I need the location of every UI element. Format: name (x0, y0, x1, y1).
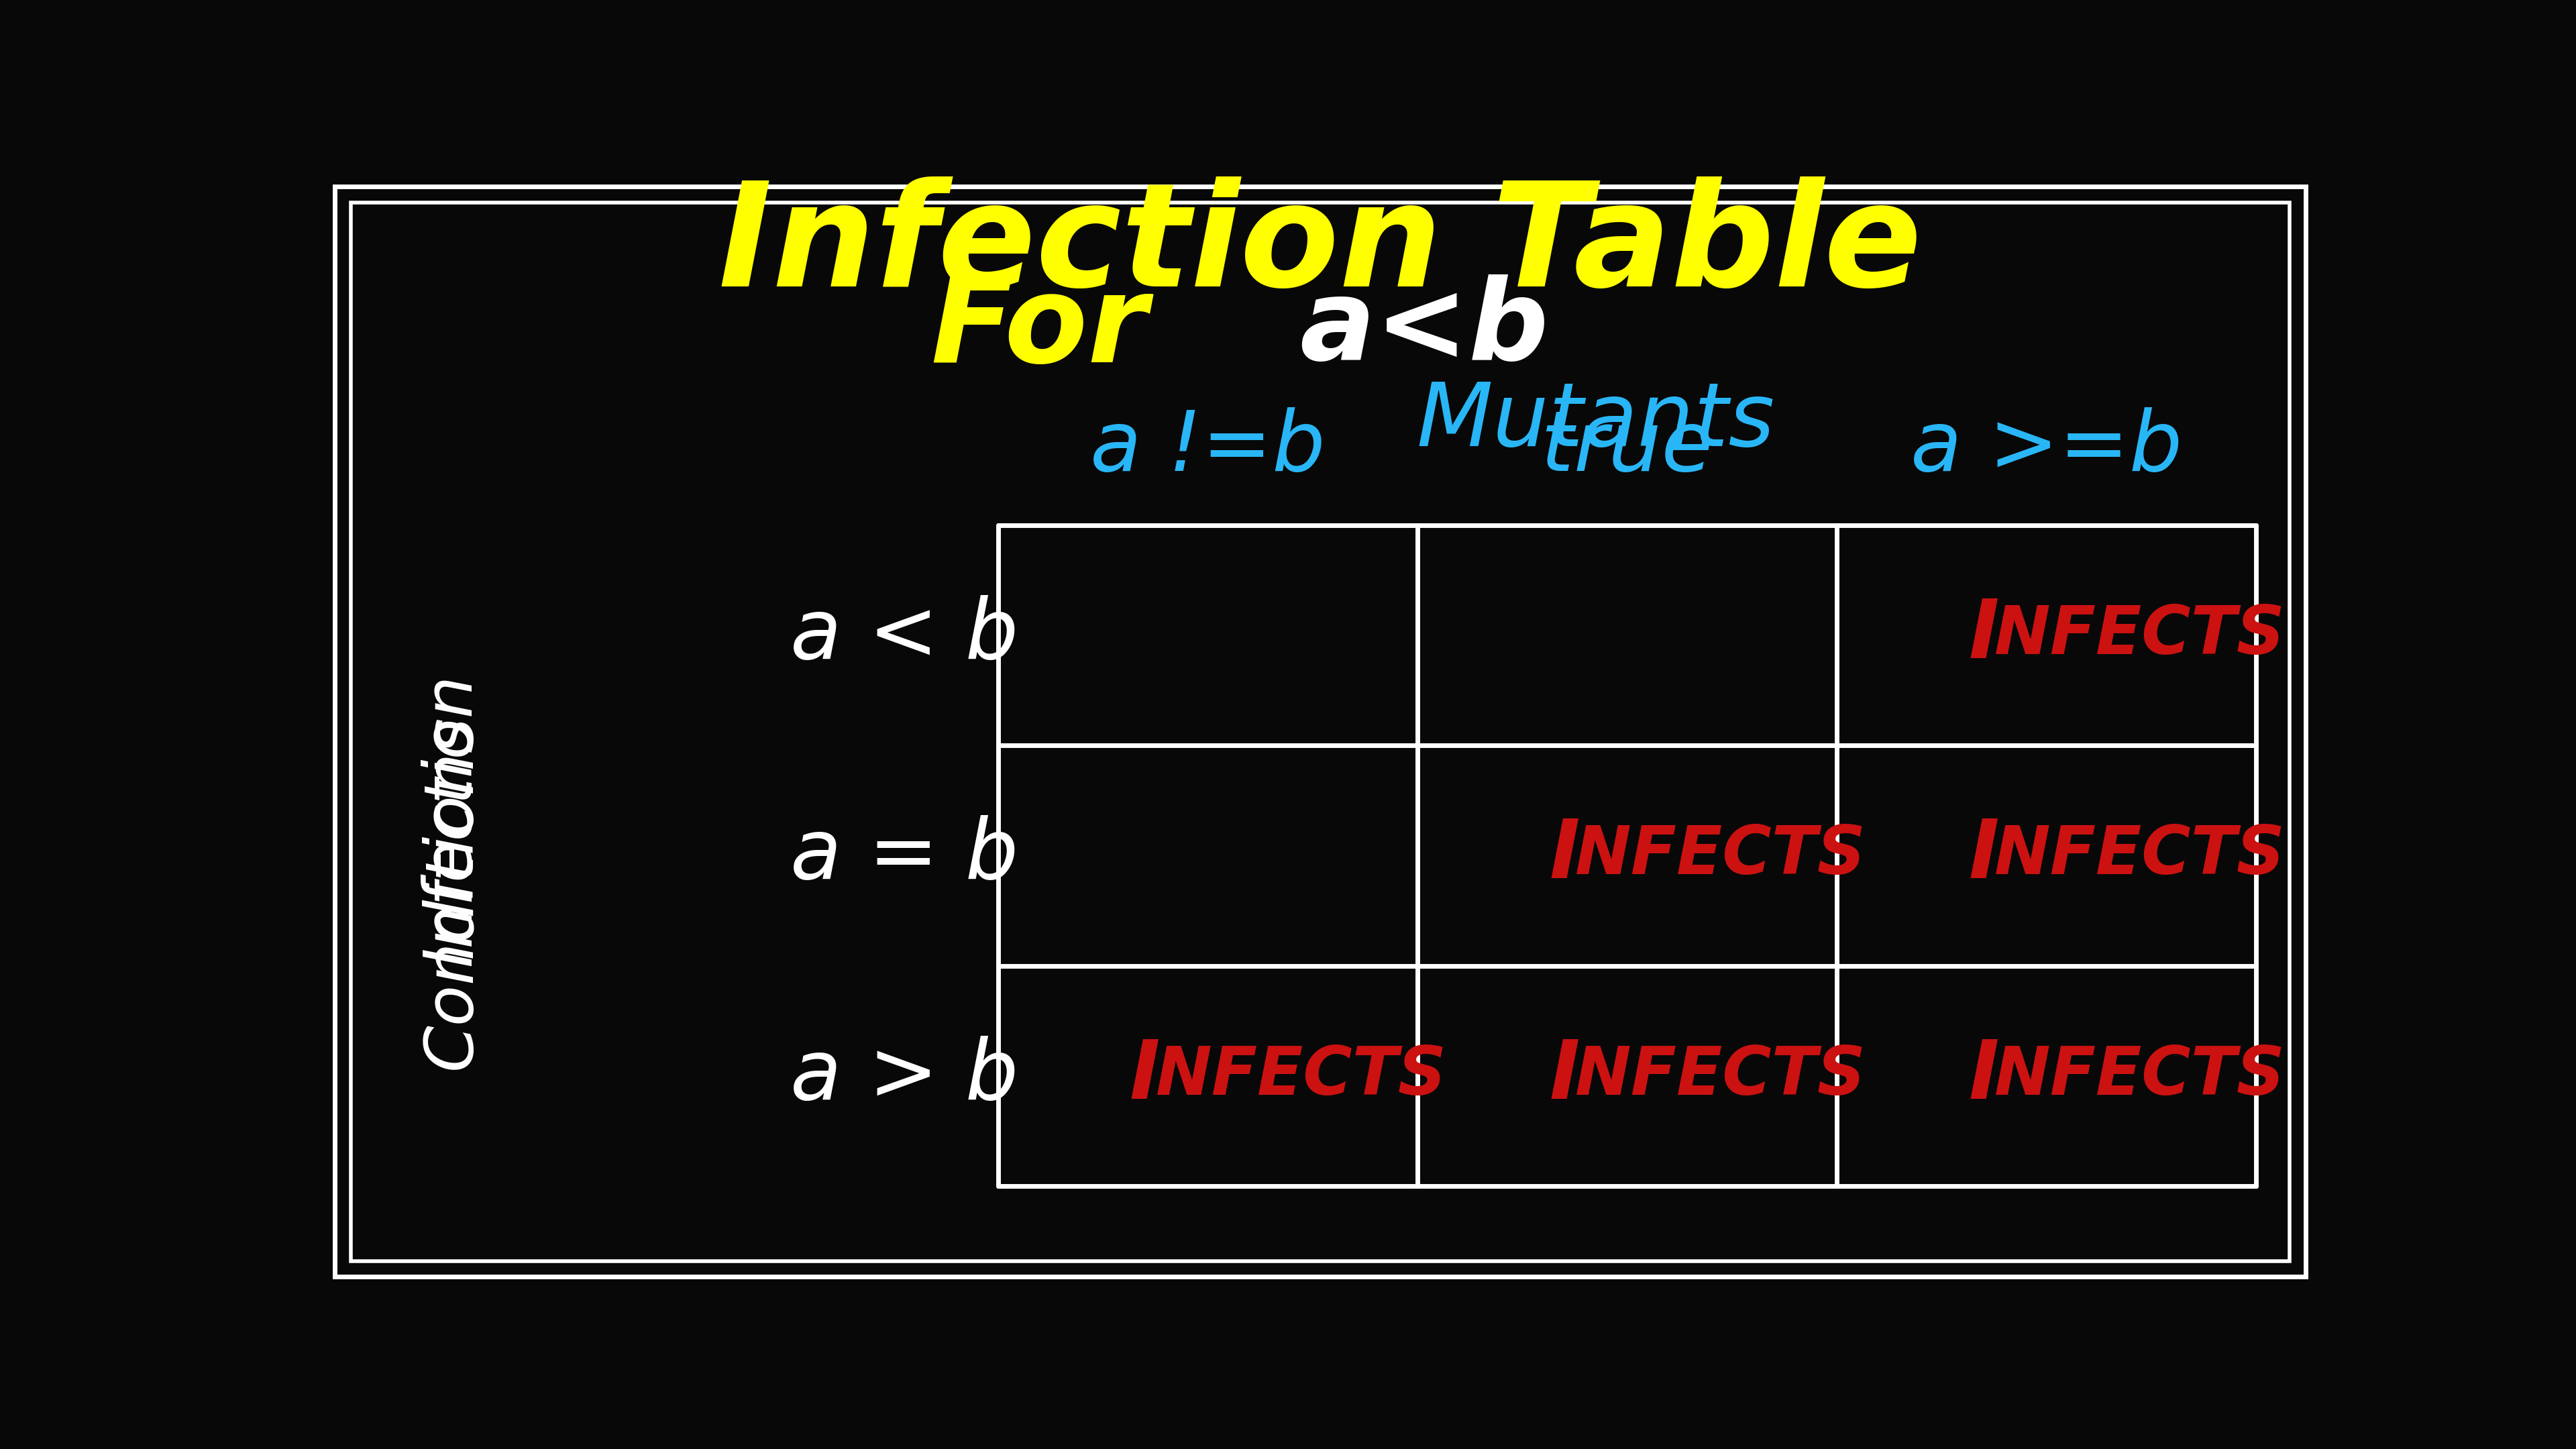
Text: a<b: a<b (1298, 274, 1548, 384)
Text: Infection Table: Infection Table (719, 177, 1922, 316)
Text: For: For (933, 270, 1231, 388)
Text: I: I (1548, 816, 1579, 895)
Text: I: I (1968, 596, 1999, 675)
Text: NFECTS: NFECTS (1157, 1043, 1448, 1108)
Text: I: I (1128, 1037, 1159, 1116)
Text: I: I (1968, 816, 1999, 895)
Text: a >=b: a >=b (1911, 407, 2182, 488)
Text: NFECTS: NFECTS (1574, 823, 1865, 888)
Text: a > b: a > b (791, 1036, 1018, 1117)
Text: a < b: a < b (791, 594, 1018, 675)
Text: Infection: Infection (420, 674, 484, 966)
Text: true: true (1540, 407, 1713, 488)
Text: NFECTS: NFECTS (1994, 1043, 2285, 1108)
Text: a = b: a = b (791, 816, 1018, 897)
Text: a !=b: a !=b (1090, 407, 1324, 488)
Text: Mutants: Mutants (1417, 380, 1775, 465)
Text: NFECTS: NFECTS (1574, 1043, 1865, 1108)
Text: Conditions: Conditions (420, 714, 484, 1069)
Text: I: I (1548, 1037, 1579, 1116)
Text: I: I (1968, 1037, 1999, 1116)
Text: NFECTS: NFECTS (1994, 603, 2285, 668)
Text: NFECTS: NFECTS (1994, 823, 2285, 888)
